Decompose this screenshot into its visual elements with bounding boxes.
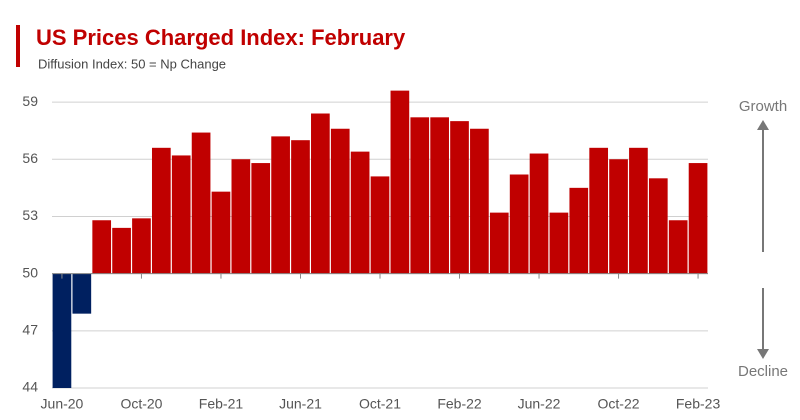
y-tick-label: 50: [22, 264, 38, 280]
chart-subtitle: Diffusion Index: 50 = Np Change: [38, 56, 226, 71]
x-tick-label: Oct-21: [359, 396, 401, 412]
y-tick-label: 47: [22, 322, 38, 338]
bar: [470, 128, 489, 274]
bar: [350, 151, 370, 274]
x-tick-label: Jun-22: [518, 396, 561, 412]
bar: [450, 121, 469, 274]
bar: [629, 147, 648, 274]
bar: [489, 212, 509, 274]
arrow-head: [757, 349, 769, 359]
x-tick-label: Jun-21: [279, 396, 322, 412]
y-tick-label: 44: [22, 379, 38, 395]
bar: [430, 117, 449, 274]
title-accent: [16, 25, 20, 67]
bar: [390, 90, 410, 274]
bar: [52, 273, 72, 388]
arrow-head: [757, 120, 769, 130]
bar: [191, 132, 211, 274]
bar: [330, 128, 350, 274]
bar: [132, 218, 151, 274]
y-tick-label: 53: [22, 207, 38, 223]
bar: [529, 153, 549, 274]
bar: [211, 191, 231, 274]
y-tick-label: 56: [22, 150, 38, 166]
annotation: Decline: [738, 363, 788, 380]
bar: [72, 273, 92, 314]
bar: [609, 159, 628, 274]
bar: [171, 155, 191, 274]
bar: [668, 220, 688, 274]
bar: [291, 140, 310, 274]
x-tick-label: Oct-22: [598, 396, 640, 412]
bar: [311, 113, 330, 274]
bar: [688, 163, 708, 274]
bar: [251, 163, 271, 274]
bar: [410, 117, 430, 274]
x-tick-label: Feb-22: [437, 396, 482, 412]
bar: [112, 227, 131, 274]
y-tick-label: 59: [22, 93, 38, 109]
bar: [509, 174, 529, 274]
bar: [92, 220, 112, 274]
x-tick-label: Feb-23: [676, 396, 721, 412]
bar: [589, 147, 609, 274]
x-tick-label: Jun-20: [41, 396, 84, 412]
bar: [648, 178, 668, 274]
chart-title: US Prices Charged Index: February: [36, 25, 406, 50]
bar: [549, 212, 569, 274]
annotation: Growth: [739, 98, 787, 115]
x-tick-label: Feb-21: [199, 396, 244, 412]
bar: [569, 187, 589, 274]
bar: [271, 136, 290, 274]
x-tick-label: Oct-20: [120, 396, 162, 412]
bar: [151, 147, 171, 274]
bar: [231, 159, 251, 274]
bar: [370, 176, 390, 274]
